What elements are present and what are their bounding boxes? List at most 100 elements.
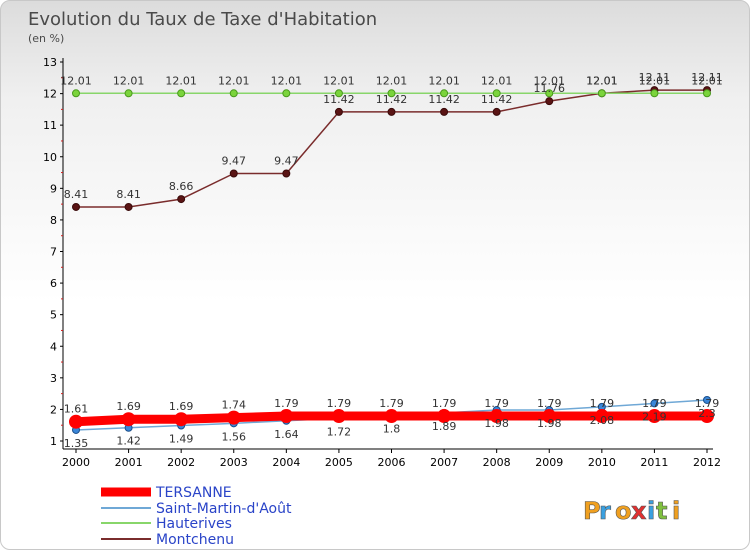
- data-label: 1.61: [64, 403, 89, 416]
- data-point: [121, 412, 136, 427]
- x-tick-label: 2007: [430, 456, 458, 469]
- data-point: [279, 409, 294, 424]
- chart-legend: TERSANNESaint-Martin-d'AoûtHauterivesMon…: [101, 485, 292, 548]
- y-tick-label: 12: [43, 88, 57, 101]
- data-label: 1.98: [484, 417, 509, 430]
- data-point: [545, 89, 554, 98]
- data-point: [124, 202, 133, 211]
- data-label: 1.64: [274, 428, 299, 441]
- data-point: [597, 89, 606, 98]
- data-label: 12.01: [481, 74, 513, 87]
- data-point: [437, 409, 452, 424]
- data-label: 2.19: [642, 410, 667, 423]
- data-point: [440, 107, 449, 116]
- x-tick-label: 2009: [535, 456, 563, 469]
- data-label: 9.47: [274, 154, 299, 167]
- data-point: [331, 409, 346, 424]
- data-label: 8.66: [169, 180, 194, 193]
- x-tick-label: 2004: [272, 456, 300, 469]
- data-point: [594, 409, 609, 424]
- data-label: 12.01: [60, 74, 92, 87]
- data-point: [124, 89, 133, 98]
- x-tick-label: 2006: [378, 456, 406, 469]
- data-point: [387, 107, 396, 116]
- y-tick-label: 4: [50, 340, 57, 353]
- x-tick-label: 2010: [588, 456, 616, 469]
- data-label: 1.79: [379, 397, 404, 410]
- data-label: 12.01: [323, 74, 355, 87]
- data-point: [542, 409, 557, 424]
- data-label: 11.42: [323, 93, 355, 106]
- y-tick-label: 1: [50, 435, 57, 448]
- logo-letter: i: [672, 497, 680, 525]
- data-label: 8.41: [64, 188, 89, 201]
- data-label: 12.01: [586, 74, 618, 87]
- data-label: 12.01: [534, 74, 566, 87]
- data-point: [440, 89, 449, 98]
- data-label: 1.98: [537, 417, 562, 430]
- data-point: [72, 202, 80, 211]
- legend-label: Hauterives: [156, 516, 232, 532]
- x-tick-label: 2011: [640, 456, 668, 469]
- data-point: [650, 399, 659, 408]
- logo-letter: P: [583, 497, 601, 525]
- logo-letter: x: [631, 497, 647, 525]
- data-label: 1.79: [642, 397, 667, 410]
- x-tick-label: 2001: [115, 456, 143, 469]
- x-tick-label: 2008: [483, 456, 511, 469]
- logo-letter: o: [615, 497, 632, 525]
- legend-label: TERSANNE: [155, 485, 232, 501]
- data-point: [492, 107, 501, 116]
- data-label: 1.8: [383, 423, 401, 436]
- data-label: 11.76: [534, 82, 566, 95]
- data-point: [647, 409, 662, 424]
- data-label: 8.41: [116, 188, 141, 201]
- chart-subtitle: (en %): [28, 32, 64, 45]
- data-label: 1.74: [222, 399, 247, 412]
- x-tick-label: 2002: [167, 456, 195, 469]
- data-label: 2.3: [698, 407, 716, 420]
- data-label: 11.42: [376, 93, 408, 106]
- data-point: [700, 409, 714, 424]
- data-point: [229, 169, 238, 178]
- logo-letter: t: [656, 497, 667, 525]
- y-tick-label: 5: [50, 309, 57, 322]
- data-label: 11.42: [481, 93, 513, 106]
- data-label: 1.79: [327, 397, 352, 410]
- data-point: [174, 412, 189, 427]
- data-label: 1.49: [169, 433, 194, 446]
- data-label: 1.79: [274, 397, 299, 410]
- data-point: [384, 409, 399, 424]
- x-tick-label: 2000: [62, 456, 90, 469]
- data-point: [229, 89, 238, 98]
- data-label: 1.56: [222, 430, 247, 443]
- data-label: 1.89: [432, 420, 457, 433]
- data-label: 12.01: [428, 74, 460, 87]
- y-tick-label: 9: [50, 182, 57, 195]
- logo-letter: i: [647, 497, 655, 525]
- y-tick-label: 8: [50, 214, 57, 227]
- data-label: 1.79: [695, 397, 720, 410]
- proxiti-logo: Pr o x i t i: [583, 497, 681, 526]
- data-point: [282, 89, 291, 98]
- data-point: [226, 410, 241, 425]
- y-tick-label: 11: [43, 119, 57, 132]
- data-label: 1.42: [116, 435, 141, 448]
- logo-letter: r: [599, 497, 611, 525]
- legend-label: Montchenu: [156, 532, 234, 548]
- data-point: [334, 107, 343, 116]
- data-point: [69, 414, 83, 429]
- data-label: 12.01: [376, 74, 408, 87]
- chart-series: [69, 86, 714, 434]
- y-tick-label: 13: [43, 56, 57, 69]
- data-label: 12.11: [639, 71, 671, 84]
- data-label: 12.01: [586, 74, 618, 87]
- x-tick-label: 2003: [220, 456, 248, 469]
- chart-data-labels: 8.41 8.41 8.66 9.47 9.47 11.42 11.42 11.42 11.42…: [60, 71, 723, 450]
- data-point: [545, 97, 554, 106]
- data-label: 12.01: [218, 74, 250, 87]
- chart-title: Evolution du Taux de Taxe d'Habitation: [28, 9, 377, 30]
- data-point: [703, 395, 711, 404]
- data-label: 12.01: [271, 74, 303, 87]
